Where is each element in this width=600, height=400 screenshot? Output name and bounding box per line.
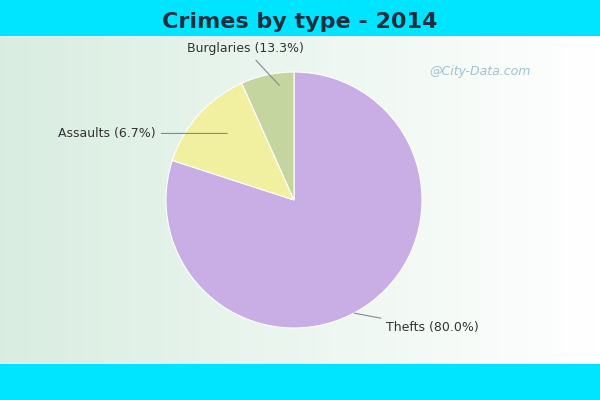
Text: @City-Data.com: @City-Data.com bbox=[430, 66, 530, 78]
Wedge shape bbox=[166, 72, 422, 328]
Text: Assaults (6.7%): Assaults (6.7%) bbox=[58, 127, 227, 140]
Wedge shape bbox=[242, 72, 294, 200]
Text: Thefts (80.0%): Thefts (80.0%) bbox=[355, 313, 479, 334]
Text: Crimes by type - 2014: Crimes by type - 2014 bbox=[163, 12, 437, 32]
Text: Burglaries (13.3%): Burglaries (13.3%) bbox=[187, 42, 304, 85]
Wedge shape bbox=[172, 83, 294, 200]
